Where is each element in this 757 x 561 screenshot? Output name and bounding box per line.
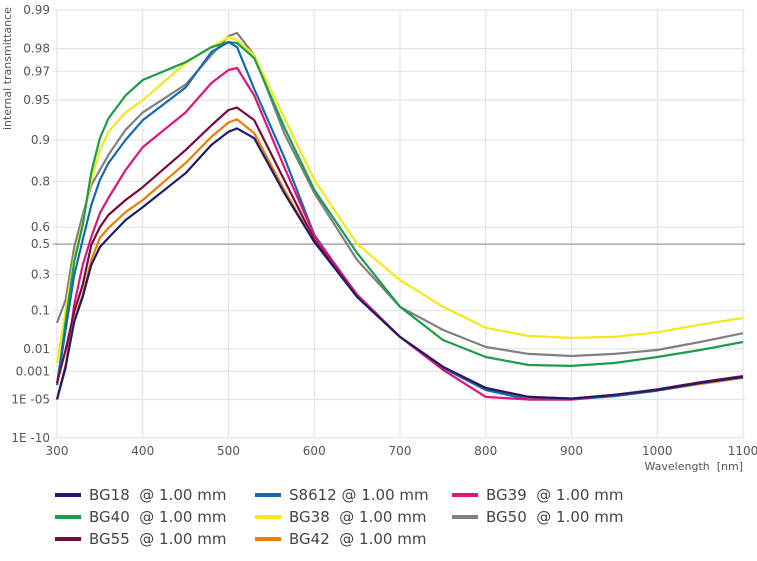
- legend-item: BG18 @ 1.00 mm: [55, 484, 226, 506]
- x-tick-label: 900: [560, 444, 583, 458]
- y-tick-label: 0.9: [31, 133, 50, 147]
- y-tick-label: 0.001: [16, 364, 50, 378]
- y-axis-label: internal transmittance: [1, 7, 14, 130]
- legend-label: BG38 @ 1.00 mm: [289, 508, 427, 526]
- y-tick-label: 1E -10: [11, 431, 50, 445]
- x-tick-label: 500: [217, 444, 240, 458]
- y-tick-label: 0.1: [31, 304, 50, 318]
- legend-label: S8612 @ 1.00 mm: [289, 486, 429, 504]
- y-tick-labels: 0.99 0.98 0.97 0.95 0.9 0.8 0.6 0.5 0.3 0.1 0.01 0.…: [11, 3, 50, 445]
- legend-swatch: [255, 515, 281, 519]
- legend-swatch: [452, 515, 478, 519]
- x-tick-label: 700: [389, 444, 412, 458]
- y-tick-label: 0.5: [31, 237, 50, 251]
- legend-swatch: [255, 537, 281, 541]
- y-tick-label: 0.97: [23, 64, 50, 78]
- series-line-bg18: [55, 127, 744, 400]
- legend-item: BG40 @ 1.00 mm: [55, 506, 226, 528]
- y-tick-label: 0.95: [23, 93, 50, 107]
- x-tick-label: 1100: [728, 444, 757, 458]
- legend-swatch: [255, 493, 281, 497]
- legend-swatch: [55, 537, 81, 541]
- y-tick-label: 0.3: [31, 268, 50, 282]
- x-tick-labels: 300 400 500 600 700 800 900 1000 1100: [46, 444, 757, 458]
- x-tick-label: 800: [474, 444, 497, 458]
- legend-label: BG18 @ 1.00 mm: [89, 486, 227, 504]
- y-tick-label: 0.98: [23, 42, 50, 56]
- legend-label: BG39 @ 1.00 mm: [486, 486, 624, 504]
- series-line-bg40: [55, 41, 744, 386]
- transmittance-chart: 0.99 0.98 0.97 0.95 0.9 0.8 0.6 0.5 0.3 0.1 0.01 0.…: [1, 3, 757, 473]
- legend-label: BG50 @ 1.00 mm: [486, 508, 624, 526]
- series-line-bg38: [55, 36, 744, 364]
- series-line-bg39: [55, 66, 744, 401]
- legend-label: BG42 @ 1.00 mm: [289, 530, 427, 548]
- grid: [53, 9, 745, 439]
- legend-swatch: [55, 515, 81, 519]
- x-axis-label: Wavelength [nm]: [644, 460, 743, 473]
- legend-item: BG55 @ 1.00 mm: [55, 528, 226, 550]
- x-tick-label: 400: [131, 444, 154, 458]
- legend-label: BG40 @ 1.00 mm: [89, 508, 227, 526]
- x-tick-label: 1000: [642, 444, 673, 458]
- y-tick-label: 0.99: [23, 3, 50, 17]
- x-tick-label: 300: [46, 444, 69, 458]
- y-tick-label: 1E -05: [11, 393, 50, 407]
- series-lines: [55, 31, 744, 401]
- x-tick-label: 600: [303, 444, 326, 458]
- legend-item: BG50 @ 1.00 mm: [452, 506, 623, 528]
- legend-item: BG38 @ 1.00 mm: [255, 506, 426, 528]
- legend: BG18 @ 1.00 mm BG40 @ 1.00 mm BG55 @ 1.00 …: [0, 482, 757, 552]
- legend-item: S8612 @ 1.00 mm: [255, 484, 429, 506]
- legend-item: BG39 @ 1.00 mm: [452, 484, 623, 506]
- y-tick-label: 0.8: [31, 174, 50, 188]
- y-tick-label: 0.6: [31, 220, 50, 234]
- series-line-bg50: [55, 31, 744, 358]
- legend-label: BG55 @ 1.00 mm: [89, 530, 227, 548]
- legend-item: BG42 @ 1.00 mm: [255, 528, 426, 550]
- y-tick-label: 0.01: [23, 342, 50, 356]
- legend-swatch: [55, 493, 81, 497]
- legend-swatch: [452, 493, 478, 497]
